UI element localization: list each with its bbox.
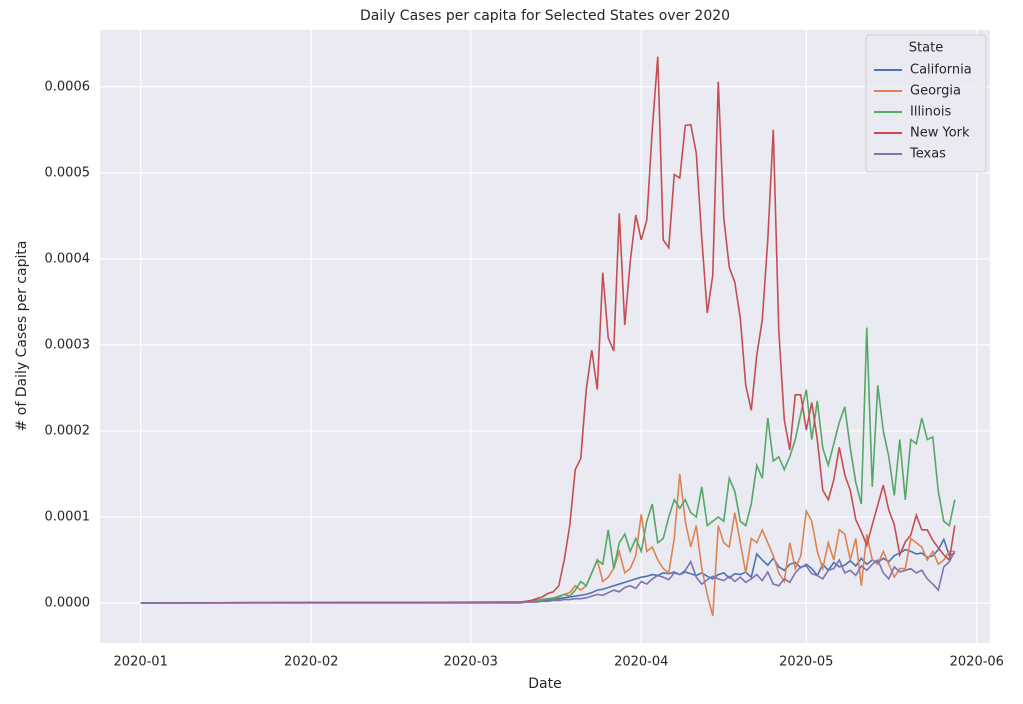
legend-label: Georgia [910,84,961,99]
series-line [140,537,956,604]
y-tick-label: 0.0005 [45,165,91,180]
legend-title: State [909,41,943,56]
chart-title: Daily Cases per capita for Selected Stat… [360,8,730,24]
legend-label: Texas [909,147,946,162]
y-tick-label: 0.0003 [45,337,91,352]
x-tick-label: 2020-06 [950,655,1004,670]
y-tick-label: 0.0006 [45,79,91,94]
y-tick-label: 0.0002 [45,423,91,438]
legend-label: New York [910,126,970,141]
x-tick-label: 2020-05 [779,655,833,670]
series-line [140,550,956,604]
x-tick-label: 2020-03 [444,655,498,670]
legend-label: California [910,63,972,78]
y-tick-label: 0.0004 [45,251,91,266]
y-tick-label: 0.0001 [45,509,91,524]
x-tick-label: 2020-04 [614,655,668,670]
plot-area [100,30,990,643]
y-axis-label: # of Daily Cases per capita [14,241,30,432]
y-tick-label: 0.0000 [45,595,91,610]
legend-label: Illinois [910,105,951,120]
x-tick-label: 2020-01 [114,655,168,670]
series-line [140,56,956,604]
series-line [140,327,956,604]
x-tick-label: 2020-02 [284,655,338,670]
x-axis-label: Date [528,676,561,692]
